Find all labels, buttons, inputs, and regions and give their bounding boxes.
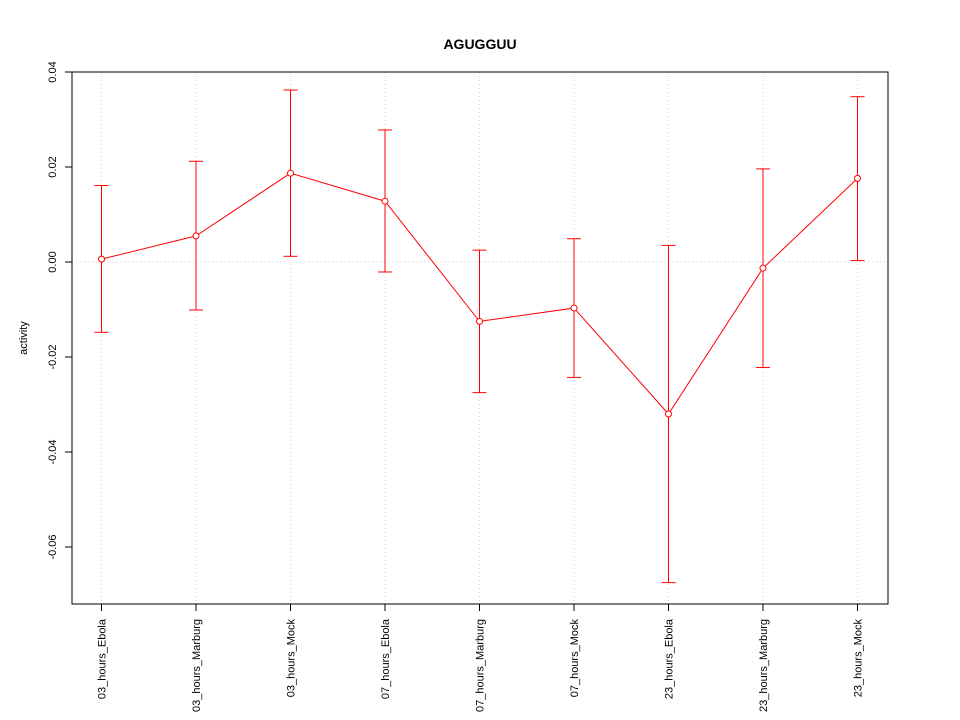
x-tick-label: 23_hours_Marburg [758, 619, 770, 712]
data-point [759, 264, 767, 272]
y-tick-label: 0.00 [47, 251, 59, 272]
x-tick-label: 23_hours_Mock [853, 619, 865, 698]
x-tick-label: 03_hours_Marburg [191, 619, 203, 712]
data-point [570, 304, 578, 312]
x-tick-label: 03_hours_Ebola [97, 618, 109, 699]
x-tick-label: 07_hours_Marburg [475, 619, 487, 712]
data-point [287, 169, 294, 177]
data-point [854, 174, 861, 182]
data-point [665, 410, 672, 418]
chart-title: AGUGGUU [443, 36, 516, 52]
data-points [98, 169, 861, 418]
y-tick-label: -0.06 [47, 534, 59, 559]
y-tick-label: -0.04 [47, 439, 59, 464]
data-point [476, 317, 483, 325]
y-axis: 0.04 0.02 0.00 -0.02 -0.04 -0.06 [47, 61, 72, 560]
y-tick-label: -0.02 [47, 344, 59, 369]
y-tick-label: 0.04 [47, 61, 59, 82]
x-tick-label: 03_hours_Mock [286, 619, 298, 698]
x-axis: 03_hours_Ebola 03_hours_Marburg 03_hours_M… [97, 604, 865, 712]
x-tick-label: 07_hours_Mock [569, 619, 581, 698]
y-tick-label: 0.02 [47, 156, 59, 177]
data-point [192, 232, 200, 240]
x-tick-label: 23_hours_Ebola [664, 618, 676, 699]
y-axis-label: activity [18, 321, 30, 355]
data-point [381, 197, 389, 205]
data-point [98, 255, 105, 263]
x-tick-label: 07_hours_Ebola [380, 618, 392, 699]
